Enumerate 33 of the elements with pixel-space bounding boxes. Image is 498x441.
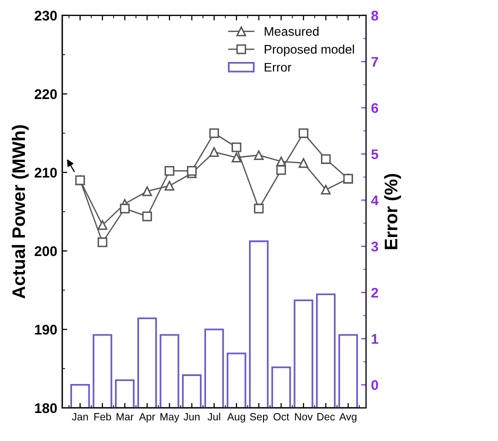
- y-tick-label: 200: [34, 246, 57, 256]
- y-tick-label: 210: [34, 168, 57, 178]
- legend-label: Proposed model: [264, 44, 354, 56]
- y2-axis-title: Error (%): [384, 174, 401, 250]
- y2-tick-label: 6: [371, 103, 378, 113]
- x-tick-label: Jun: [184, 413, 200, 420]
- x-tick-label: Apr: [139, 413, 156, 422]
- x-tick-label: May: [160, 413, 180, 422]
- legend-label: Error: [264, 62, 292, 72]
- y2-tick-label: 2: [371, 288, 378, 298]
- x-tick-label: Jul: [208, 412, 220, 420]
- x-tick-label: Dec: [317, 413, 335, 420]
- y2-tick-label: 7: [371, 57, 378, 67]
- y2-tick-label: 5: [371, 149, 378, 160]
- y-axis-title: Actual Power (MWh): [12, 125, 29, 298]
- y2-tick-label: 8: [371, 10, 378, 21]
- y2-tick-label: 1: [372, 334, 378, 344]
- x-tick-label: Oct: [274, 413, 290, 420]
- legend-label: Measured: [264, 26, 319, 36]
- y2-tick-label: 4: [371, 196, 379, 206]
- x-tick-label: Avg: [339, 413, 356, 422]
- y-tick-label: 180: [35, 403, 57, 414]
- x-tick-label: Nov: [295, 413, 313, 420]
- y-tick-label: 230: [34, 10, 57, 21]
- y-tick-label: 190: [35, 324, 57, 335]
- x-tick-label: Aug: [227, 413, 246, 422]
- x-tick-label: Mar: [116, 413, 134, 420]
- x-tick-label: Feb: [94, 412, 111, 420]
- y-tick-label: 220: [34, 89, 57, 100]
- y2-tick-label: 0: [371, 380, 378, 390]
- y2-tick-label: 3: [371, 242, 378, 252]
- x-tick-label: Jan: [72, 413, 88, 420]
- x-tick-label: Sep: [250, 413, 268, 422]
